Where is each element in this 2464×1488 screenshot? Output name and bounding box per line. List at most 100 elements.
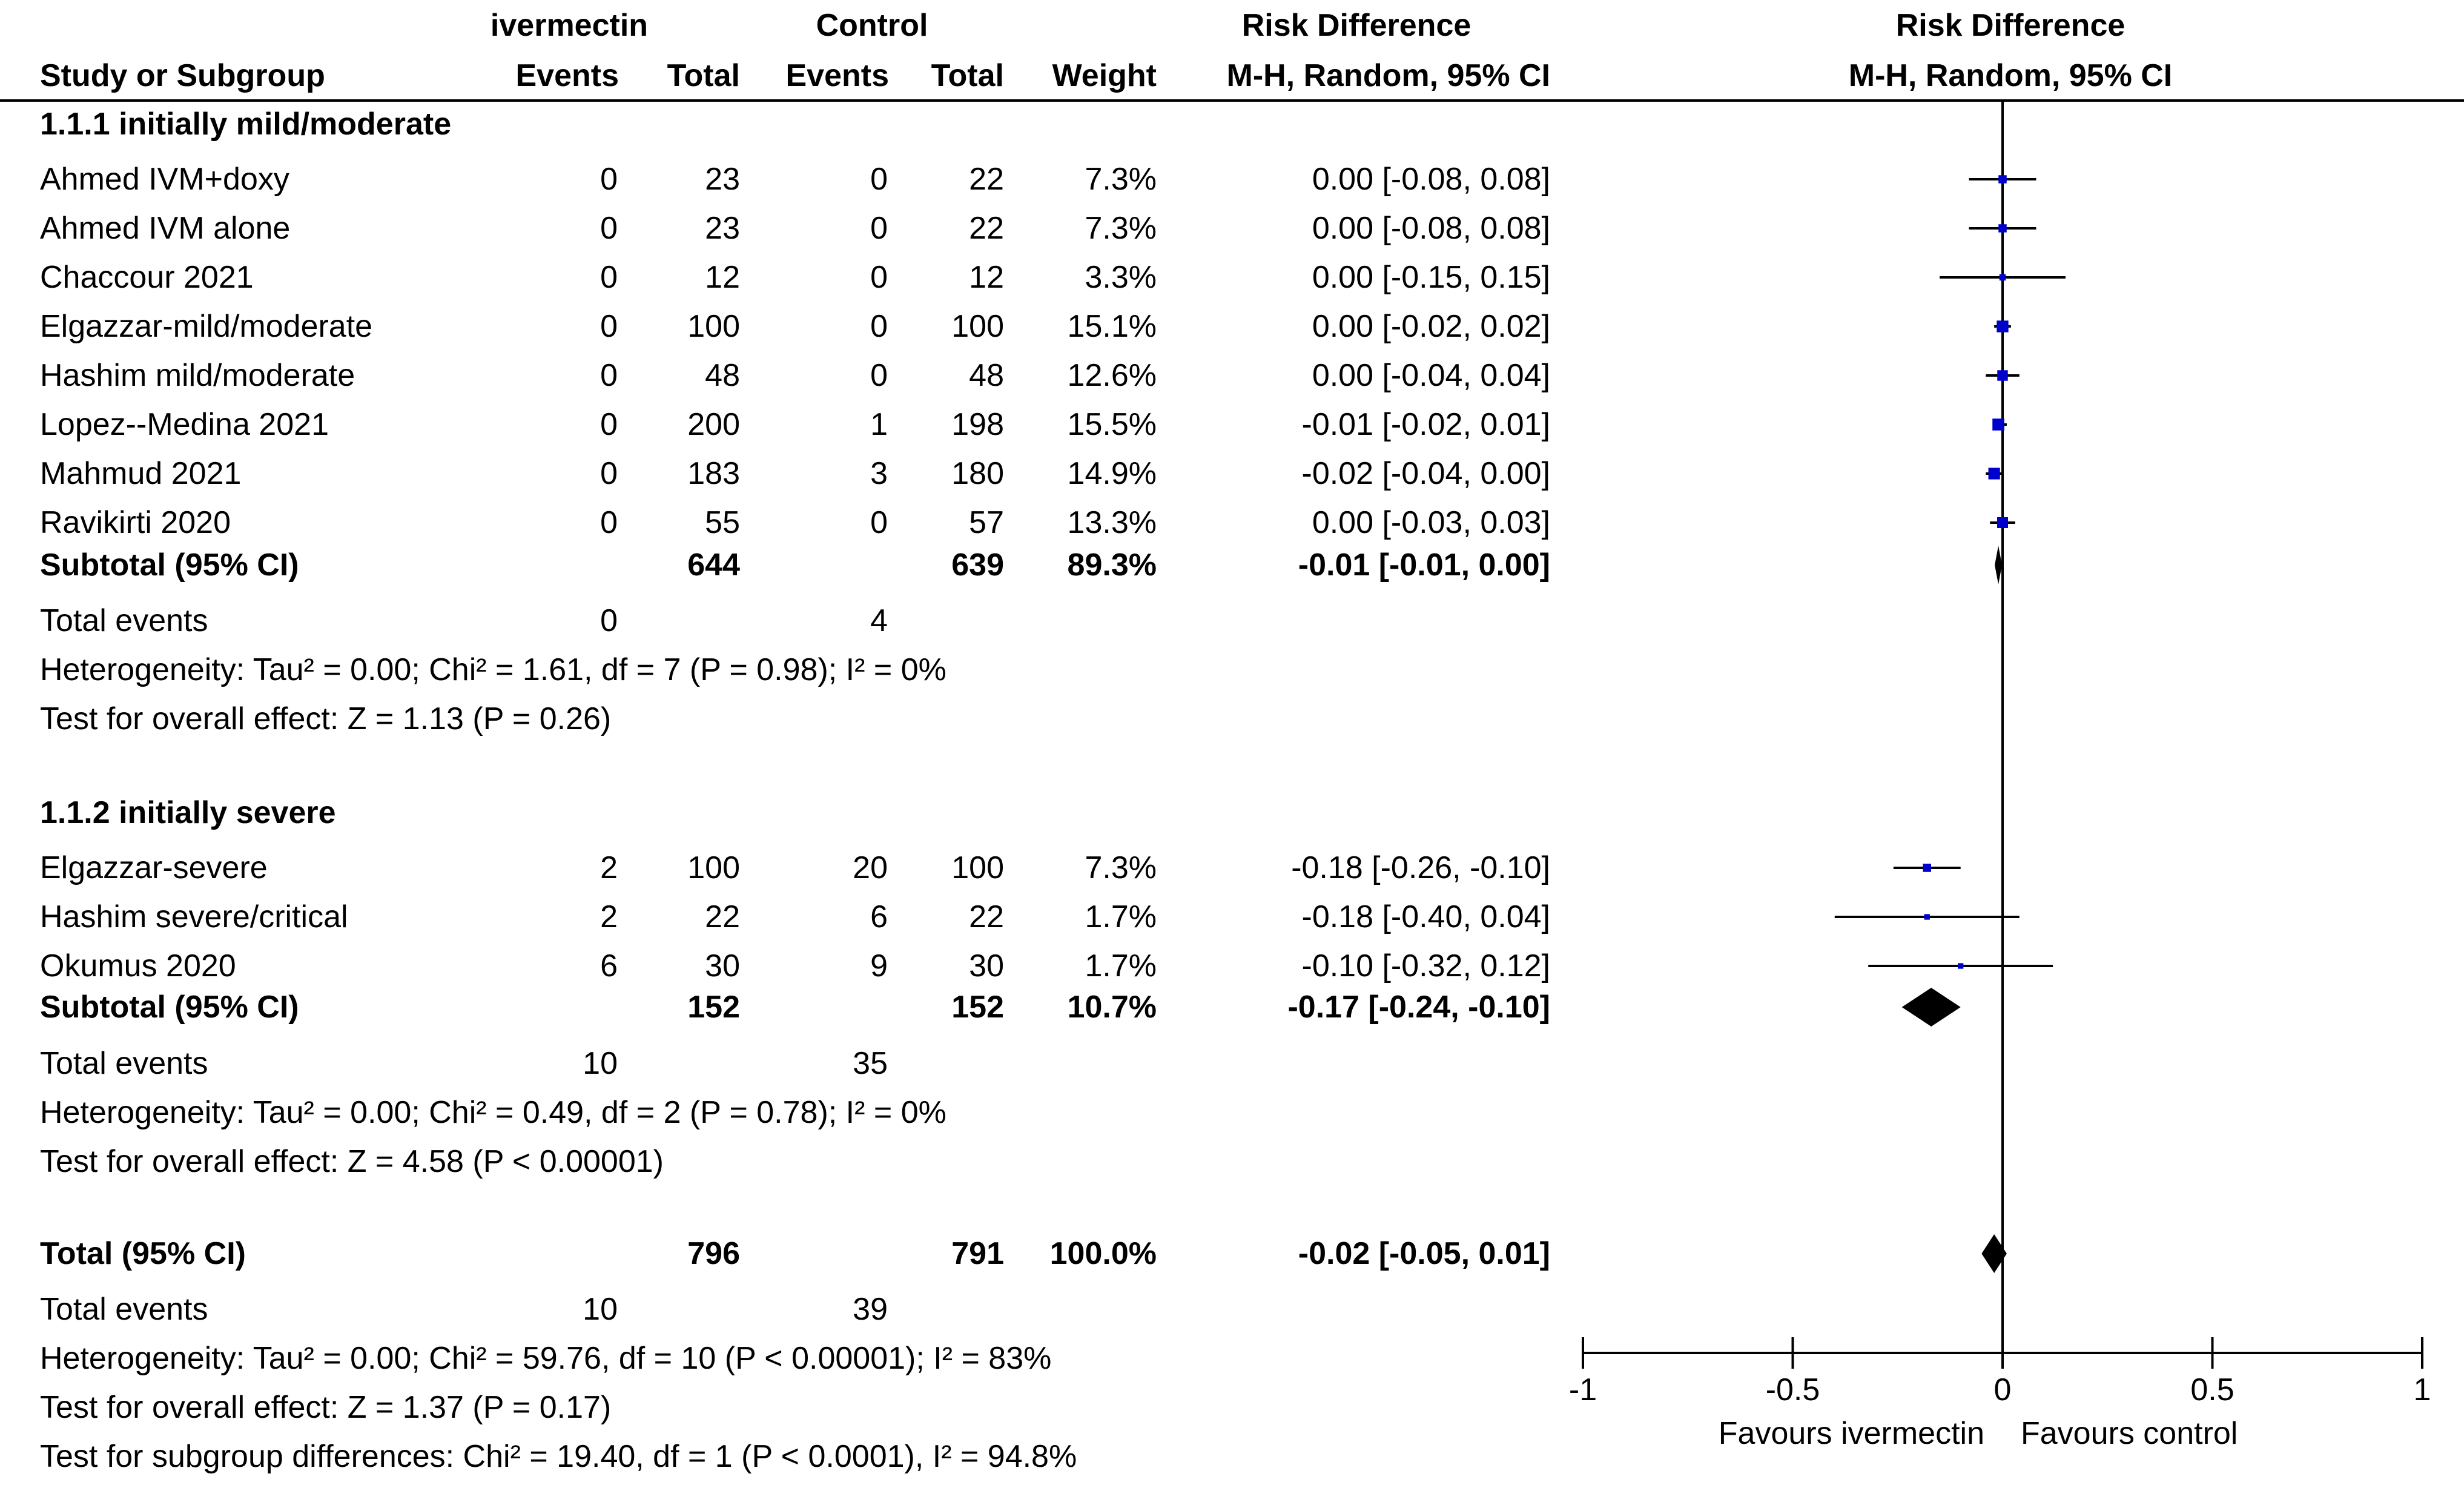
grand-total-1: 796 <box>687 1236 740 1271</box>
events-2: 20 <box>853 850 888 885</box>
total-1: 100 <box>687 309 740 344</box>
total-1: 48 <box>705 358 740 393</box>
risk-difference-ci: 0.00 [-0.02, 0.02] <box>1312 309 1550 344</box>
favours-left-label: Favours ivermectin <box>1719 1416 1984 1451</box>
study-name: Elgazzar-severe <box>40 850 268 885</box>
weight: 1.7% <box>1085 948 1157 984</box>
events-1: 2 <box>600 850 618 885</box>
events-1: 0 <box>600 260 618 295</box>
subgroup-1-title: 1.1.1 initially mild/moderate <box>40 107 452 142</box>
events-2: 0 <box>870 358 888 393</box>
heterogeneity-text: Heterogeneity: Tau² = 0.00; Chi² = 59.76… <box>40 1341 1052 1376</box>
events-2: 3 <box>870 456 888 491</box>
study-name: Elgazzar-mild/moderate <box>40 309 373 344</box>
risk-difference-ci: 0.00 [-0.08, 0.08] <box>1312 211 1550 246</box>
weight-header: Weight <box>1052 58 1157 93</box>
total-events-1: 10 <box>583 1046 618 1081</box>
subtotal-total-1: 152 <box>687 990 740 1025</box>
weight: 15.5% <box>1067 407 1157 442</box>
events-2: 0 <box>870 162 888 197</box>
subtotal-label: Subtotal (95% CI) <box>40 990 299 1025</box>
total-2: 22 <box>969 211 1004 246</box>
study-marker <box>1923 864 1931 872</box>
total-1: 22 <box>705 899 740 934</box>
pooled-diamond <box>1901 988 1961 1027</box>
risk-difference-ci: -0.02 [-0.04, 0.00] <box>1301 456 1551 491</box>
events-1: 0 <box>600 358 618 393</box>
total-1: 23 <box>705 211 740 246</box>
study-marker <box>1998 175 2007 184</box>
total-weight: 100.0% <box>1049 1236 1157 1271</box>
pooled-diamond <box>1995 546 2003 584</box>
rd-header: Risk Difference <box>1241 8 1471 43</box>
study-name: Hashim mild/moderate <box>40 358 355 393</box>
overall-effect-text: Test for overall effect: Z = 1.37 (P = 0… <box>40 1390 612 1425</box>
subtotal-weight: 89.3% <box>1067 547 1157 583</box>
total-2: 180 <box>951 456 1004 491</box>
risk-difference-ci: 0.00 [-0.15, 0.15] <box>1312 260 1550 295</box>
total-1: 12 <box>705 260 740 295</box>
events-2: 0 <box>870 505 888 540</box>
subtotal-total-1: 644 <box>687 547 740 583</box>
weight: 14.9% <box>1067 456 1157 491</box>
study-name: Mahmud 2021 <box>40 456 242 491</box>
favours-right-label: Favours control <box>2021 1416 2238 1451</box>
weight: 7.3% <box>1085 850 1157 885</box>
method-header: M-H, Random, 95% CI <box>1226 58 1551 93</box>
events-2: 0 <box>870 309 888 344</box>
events-1: 0 <box>600 407 618 442</box>
total-events-label: Total events <box>40 1046 208 1081</box>
study-name: Ravikirti 2020 <box>40 505 231 540</box>
events-2: 1 <box>870 407 888 442</box>
events-2: 0 <box>870 211 888 246</box>
total-ci: -0.02 [-0.05, 0.01] <box>1298 1236 1550 1271</box>
risk-difference-ci: -0.10 [-0.32, 0.12] <box>1301 948 1551 984</box>
study-name: Okumus 2020 <box>40 948 236 984</box>
subtotal-ci: -0.01 [-0.01, 0.00] <box>1298 547 1550 583</box>
events-2: 9 <box>870 948 888 984</box>
risk-difference-ci: 0.00 [-0.03, 0.03] <box>1312 505 1550 540</box>
total-events-2: 4 <box>870 603 888 638</box>
total-2: 22 <box>969 899 1004 934</box>
total-events-2: 39 <box>853 1292 888 1327</box>
total-2: 48 <box>969 358 1004 393</box>
group1-header: ivermectin <box>490 8 649 43</box>
events-2: 6 <box>870 899 888 934</box>
total-2: 30 <box>969 948 1004 984</box>
weight: 13.3% <box>1067 505 1157 540</box>
x-tick-label: -1 <box>1569 1372 1597 1407</box>
study-marker <box>1958 963 1964 969</box>
pooled-diamond <box>1981 1234 2007 1273</box>
events-2: 0 <box>870 260 888 295</box>
group2-header: Control <box>816 8 928 43</box>
risk-difference-ci: 0.00 [-0.08, 0.08] <box>1312 162 1550 197</box>
x-tick-label: 0.5 <box>2190 1372 2234 1407</box>
total-1: 30 <box>705 948 740 984</box>
subtotal-label: Subtotal (95% CI) <box>40 547 299 583</box>
study-marker <box>1999 274 2006 281</box>
study-name: Hashim severe/critical <box>40 899 348 934</box>
total-1: 23 <box>705 162 740 197</box>
events-header-1: Events <box>515 58 619 93</box>
study-marker <box>1924 914 1930 920</box>
heterogeneity-text: Heterogeneity: Tau² = 0.00; Chi² = 1.61,… <box>40 652 946 687</box>
study-column-header: Study or Subgroup <box>40 58 325 93</box>
total-1: 183 <box>687 456 740 491</box>
events-1: 0 <box>600 309 618 344</box>
total-1: 100 <box>687 850 740 885</box>
grand-total-2: 791 <box>951 1236 1004 1271</box>
weight: 12.6% <box>1067 358 1157 393</box>
risk-difference-ci: -0.18 [-0.40, 0.04] <box>1301 899 1551 934</box>
weight: 15.1% <box>1067 309 1157 344</box>
events-1: 0 <box>600 505 618 540</box>
total-events-2: 35 <box>853 1046 888 1081</box>
risk-difference-ci: 0.00 [-0.04, 0.04] <box>1312 358 1550 393</box>
weight: 7.3% <box>1085 211 1157 246</box>
study-name: Chaccour 2021 <box>40 260 254 295</box>
subtotal-weight: 10.7% <box>1067 990 1157 1025</box>
total-events-1: 10 <box>583 1292 618 1327</box>
total-events-1: 0 <box>600 603 618 638</box>
total-1: 200 <box>687 407 740 442</box>
x-tick-label: -0.5 <box>1766 1372 1820 1407</box>
